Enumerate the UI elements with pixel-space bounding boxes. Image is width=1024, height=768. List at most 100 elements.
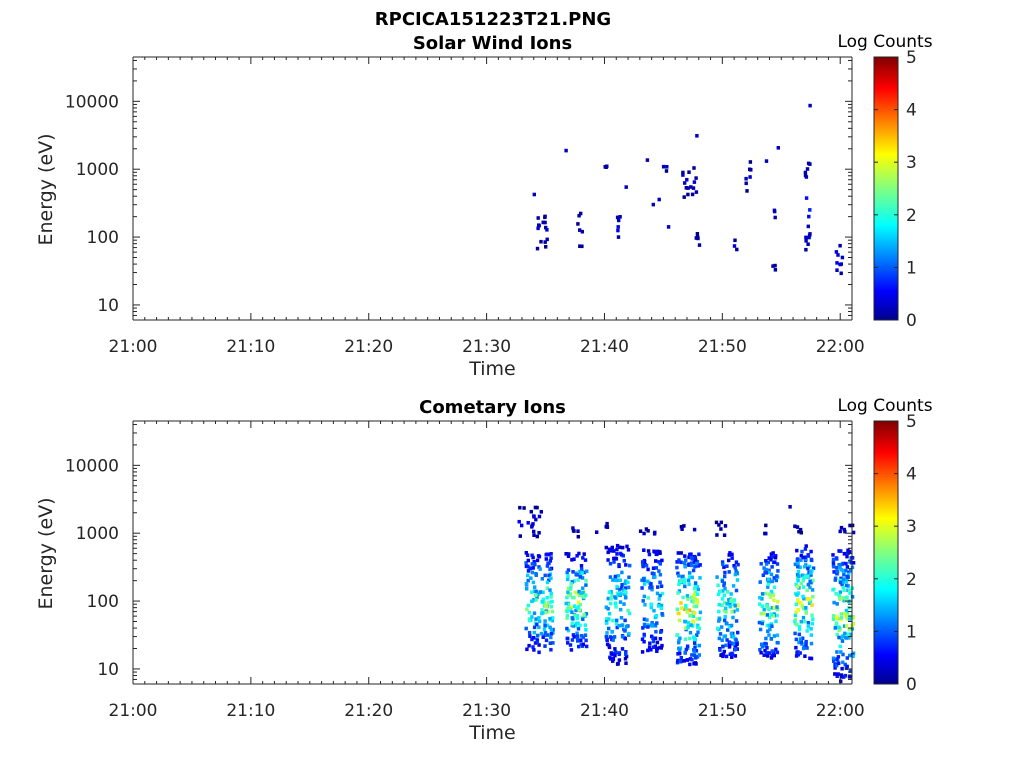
count-cell <box>531 636 536 640</box>
count-cell <box>720 597 725 601</box>
count-cell <box>811 595 815 599</box>
count-cell <box>566 636 570 641</box>
count-cell <box>677 589 682 593</box>
count-cell <box>585 569 589 574</box>
count-cell <box>627 611 632 616</box>
count-cell <box>532 625 537 630</box>
count-cell <box>759 611 763 616</box>
count-cell <box>690 595 695 599</box>
count-cell <box>767 577 771 582</box>
count-cell <box>650 587 654 592</box>
count-cell <box>576 578 580 582</box>
colorbar <box>873 56 899 321</box>
count-cell <box>835 657 839 661</box>
count-cell <box>526 569 531 573</box>
count-cell <box>546 633 550 637</box>
count-cell <box>527 610 532 615</box>
count-cell <box>584 628 588 632</box>
count-cell <box>693 558 698 562</box>
count-cell <box>527 643 531 648</box>
count-cell <box>774 578 778 583</box>
count-cell <box>653 575 657 579</box>
count-cell <box>685 177 689 182</box>
figure-title: RPCICA151223T21.PNG <box>375 9 611 30</box>
count-cell <box>646 549 651 553</box>
count-cell <box>839 549 843 553</box>
count-cell <box>841 634 845 638</box>
count-cell <box>683 564 687 569</box>
count-cell <box>692 604 696 609</box>
count-cell <box>803 173 808 178</box>
count-cell <box>544 638 549 643</box>
count-cell <box>770 579 774 584</box>
count-cell <box>798 565 802 570</box>
count-cell <box>762 653 766 657</box>
count-cell <box>694 561 699 566</box>
count-cell <box>642 594 646 599</box>
count-cell <box>679 551 683 555</box>
count-cell <box>764 604 769 608</box>
count-cell <box>526 564 530 569</box>
count-cell <box>799 553 803 558</box>
count-cell <box>796 601 800 605</box>
count-cell <box>539 510 543 514</box>
count-cell <box>719 527 723 531</box>
count-cell <box>530 525 534 529</box>
count-cell <box>769 555 774 560</box>
count-cell <box>690 192 695 197</box>
count-cell <box>734 588 739 593</box>
count-cell <box>604 634 608 639</box>
count-cell <box>849 569 853 573</box>
count-cell <box>851 616 856 620</box>
count-cell <box>831 588 835 592</box>
count-cell <box>570 558 574 562</box>
count-cell <box>648 623 652 628</box>
count-cell <box>652 572 656 576</box>
count-cell <box>808 599 813 603</box>
count-cell <box>623 656 628 661</box>
count-cell <box>607 626 611 631</box>
count-cell <box>720 603 724 607</box>
count-cell <box>716 583 720 588</box>
count-cell <box>763 531 767 536</box>
count-cell <box>532 648 536 652</box>
count-cell <box>682 577 686 582</box>
count-cell <box>679 560 683 565</box>
count-cell <box>681 173 685 177</box>
count-cell <box>745 189 749 193</box>
count-cell <box>532 611 537 615</box>
count-cell <box>796 591 801 595</box>
count-cell <box>689 563 694 568</box>
count-cell <box>580 576 585 580</box>
count-cell <box>530 615 534 619</box>
count-cell <box>534 598 538 602</box>
count-cell <box>803 170 808 175</box>
count-cell <box>764 562 769 566</box>
count-cell <box>606 606 610 611</box>
count-cell <box>606 550 610 555</box>
count-cell <box>835 569 840 574</box>
count-cell <box>736 562 740 567</box>
count-cell <box>647 552 652 557</box>
count-cell <box>835 261 839 265</box>
count-cell <box>572 635 576 639</box>
count-cell <box>834 616 839 620</box>
count-cell <box>715 533 719 537</box>
count-cell <box>807 564 812 569</box>
count-cell <box>620 570 624 575</box>
count-cell <box>530 553 534 558</box>
count-cell <box>772 605 777 610</box>
count-cell <box>574 608 578 613</box>
count-cell <box>605 521 609 526</box>
count-cell <box>531 566 535 570</box>
count-cell <box>534 589 538 594</box>
count-cell <box>697 643 701 648</box>
panel-title: Solar Wind Ions <box>413 33 572 54</box>
count-cell <box>535 622 539 627</box>
count-cell <box>808 656 812 661</box>
count-cell <box>612 560 616 564</box>
count-cell <box>525 647 529 652</box>
count-cell <box>848 591 852 595</box>
count-cell <box>844 579 849 584</box>
